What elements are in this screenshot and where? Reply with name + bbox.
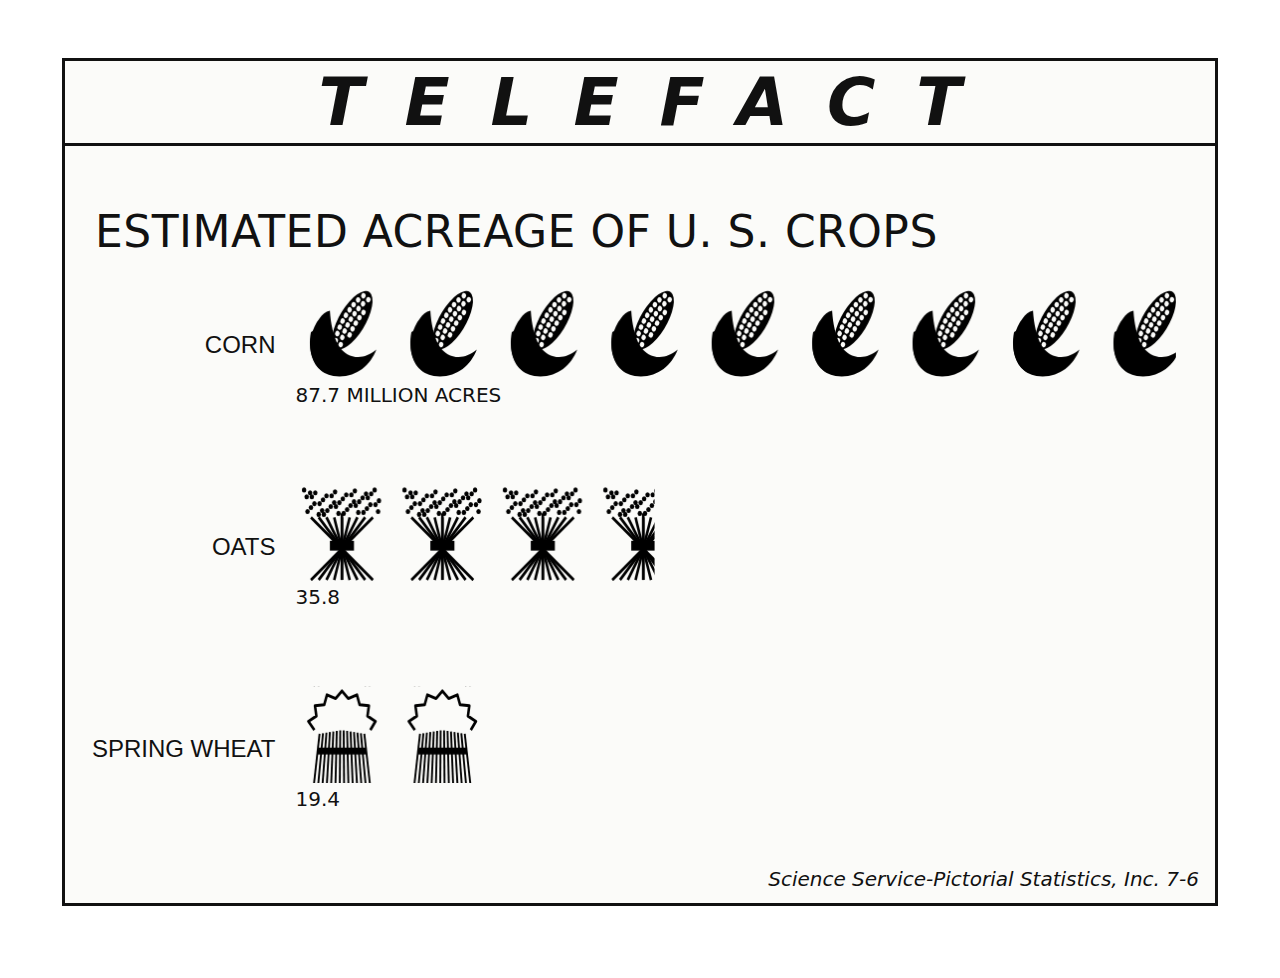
html-text:ESTIMATED ACREAGE OF U. S. CRO: ESTIMATED ACREAGE OF U. S. CROPS	[95, 206, 938, 257]
html-text:TELEFACT: TELEFACT	[318, 63, 1003, 141]
html-text:Science Service-Pictorial Stat: Science Service-Pictorial Statistics, In…	[768, 867, 1199, 891]
svg-text:OATS: OATS	[212, 533, 276, 560]
svg-text:19.4: 19.4	[296, 787, 341, 811]
svg-text:87.7 MILLION ACRES: 87.7 MILLION ACRES	[296, 383, 502, 407]
svg-text:CORN: CORN	[205, 331, 276, 358]
svg-text:35.8: 35.8	[296, 585, 341, 609]
svg-text:SPRING WHEAT: SPRING WHEAT	[92, 735, 276, 762]
